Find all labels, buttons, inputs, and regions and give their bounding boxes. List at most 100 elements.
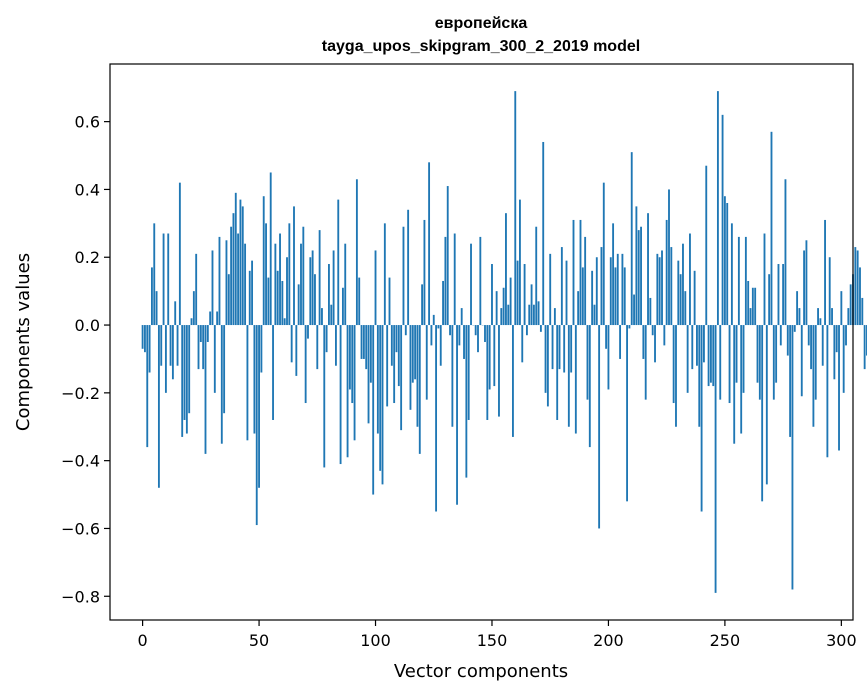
bar-273 (777, 264, 780, 326)
bar-200 (607, 325, 610, 390)
bar-201 (609, 257, 612, 326)
bar-22 (192, 291, 195, 326)
bar-79 (325, 325, 328, 353)
bar-12 (169, 325, 172, 366)
bar-94 (360, 325, 363, 359)
bar-239 (698, 325, 701, 427)
bar-13 (171, 325, 174, 380)
bar-307 (856, 250, 859, 326)
bar-149 (488, 325, 491, 390)
y-tick-label: −0.4 (61, 452, 100, 471)
bar-82 (332, 250, 335, 326)
bar-261 (749, 308, 752, 326)
bar-2 (146, 325, 149, 448)
bar-238 (696, 325, 698, 366)
bar-96 (365, 325, 368, 370)
bar-297 (833, 325, 836, 380)
bar-130 (444, 236, 447, 326)
bar-154 (500, 308, 503, 326)
bar-26 (202, 325, 205, 370)
bar-160 (514, 91, 517, 326)
bar-156 (505, 213, 507, 326)
bar-298 (835, 325, 838, 353)
bar-131 (446, 186, 449, 326)
bar-276 (784, 179, 787, 326)
bar-126 (435, 325, 438, 512)
bar-77 (321, 308, 323, 326)
bar-231 (679, 274, 682, 326)
bar-71 (307, 325, 309, 339)
bar-282 (798, 308, 801, 326)
bar-43 (241, 206, 244, 326)
bar-267 (763, 233, 766, 326)
bar-159 (512, 325, 514, 437)
bar-16 (178, 182, 181, 326)
bar-304 (849, 284, 852, 326)
bar-137 (460, 308, 463, 326)
bar-53 (265, 223, 267, 326)
bar-37 (227, 274, 230, 326)
bar-123 (428, 162, 431, 326)
bar-270 (770, 131, 773, 326)
bar-139 (465, 325, 468, 478)
bar-145 (479, 236, 482, 326)
bars-group (141, 91, 867, 593)
bar-300 (840, 291, 843, 326)
bar-178 (556, 325, 559, 420)
bar-278 (789, 325, 792, 437)
bar-202 (612, 223, 615, 326)
bar-208 (626, 325, 628, 502)
bar-162 (519, 199, 521, 326)
bar-249 (721, 114, 724, 326)
bar-169 (535, 226, 538, 326)
bar-95 (362, 325, 365, 359)
bar-233 (684, 291, 687, 326)
bar-33 (218, 236, 221, 326)
bar-107 (390, 325, 393, 366)
bar-197 (600, 247, 603, 326)
bar-166 (528, 304, 531, 326)
bar-42 (239, 199, 242, 326)
bar-185 (572, 219, 575, 326)
bar-210 (630, 152, 633, 326)
bar-3 (148, 325, 151, 373)
bar-121 (423, 219, 426, 326)
bar-220 (654, 325, 656, 363)
bar-207 (623, 267, 626, 326)
bar-52 (262, 196, 265, 326)
bar-206 (621, 253, 624, 326)
bar-292 (821, 325, 824, 366)
y-tick-label: 0.6 (75, 113, 100, 132)
bar-287 (810, 325, 812, 370)
bar-49 (255, 325, 258, 526)
bar-89 (348, 325, 351, 390)
bar-97 (367, 325, 370, 424)
bar-66 (295, 325, 298, 376)
bar-114 (407, 209, 410, 326)
bar-46 (248, 270, 251, 326)
bar-280 (793, 325, 796, 332)
bar-60 (281, 280, 284, 326)
bar-254 (733, 325, 736, 444)
bar-119 (418, 325, 421, 454)
bar-74 (314, 274, 316, 326)
bar-195 (595, 257, 598, 326)
bar-58 (276, 270, 279, 326)
y-tick-label: −0.6 (61, 519, 100, 538)
bar-171 (539, 325, 542, 332)
bar-39 (232, 213, 235, 326)
bar-266 (761, 325, 764, 502)
bar-64 (290, 325, 293, 363)
bar-155 (502, 287, 505, 326)
bar-235 (689, 233, 691, 326)
bar-259 (744, 236, 747, 326)
bar-117 (414, 325, 417, 380)
bar-120 (421, 284, 424, 326)
bar-174 (546, 325, 549, 407)
bar-109 (395, 325, 398, 353)
bar-268 (765, 325, 768, 485)
bar-140 (467, 325, 470, 420)
bar-181 (563, 325, 566, 373)
bar-6 (155, 291, 158, 326)
bar-222 (658, 257, 661, 326)
